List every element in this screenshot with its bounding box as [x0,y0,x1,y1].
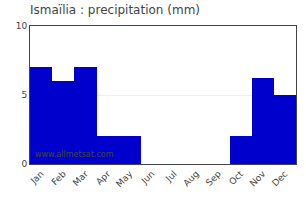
svg-text:0: 0 [21,159,27,169]
svg-text:Jun: Jun [139,169,157,187]
svg-text:Sep: Sep [204,169,223,188]
svg-text:Feb: Feb [50,169,69,188]
svg-text:Aug: Aug [181,169,201,189]
svg-text:Jan: Jan [28,169,46,187]
svg-text:www.allmetsat.com: www.allmetsat.com [35,150,114,159]
svg-text:Dec: Dec [270,169,289,188]
svg-text:May: May [114,168,135,189]
svg-text:Ismaïlia : precipitation (mm): Ismaïlia : precipitation (mm) [30,3,200,17]
svg-text:5: 5 [21,90,27,100]
svg-text:10: 10 [16,21,28,31]
svg-text:Nov: Nov [248,168,268,188]
svg-text:Mar: Mar [71,169,90,188]
svg-text:Apr: Apr [94,169,112,187]
svg-text:Oct: Oct [227,168,245,186]
svg-text:Jul: Jul [163,169,178,184]
